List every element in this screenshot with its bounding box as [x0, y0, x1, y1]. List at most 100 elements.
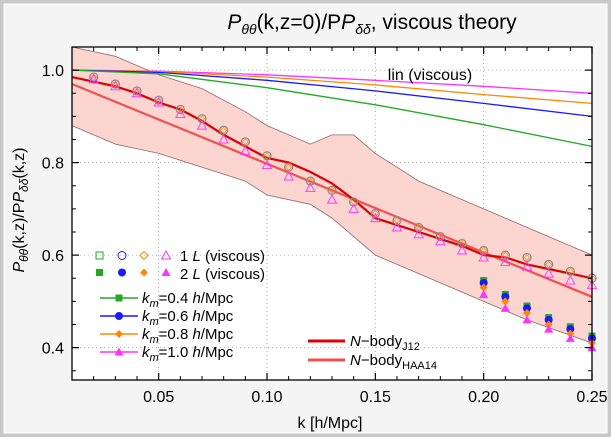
marker-2l-viscous: [305, 182, 316, 193]
marker-1l-viscous-inner: [241, 138, 249, 146]
marker-km-1.0: [479, 289, 489, 298]
marker-1l-viscous: [500, 250, 510, 260]
legend-marker-circle: [115, 312, 123, 320]
legend-marker-diamond-open: [139, 250, 149, 261]
x-tick-label: 0.25: [576, 389, 607, 406]
marker-1l-viscous: [392, 215, 402, 226]
marker-km-0.6: [501, 292, 510, 301]
marker-1l-viscous-inner: [111, 80, 119, 88]
marker-2l-viscous: [283, 171, 294, 181]
marker-2l-viscous: [218, 134, 229, 144]
legend-marker-circle-open: [117, 251, 127, 260]
tick-labels: 0.05 0.10 0.15 0.20 0.25 0.4 0.6 0.8 1.0: [42, 63, 608, 406]
marker-1l-viscous-inner: [220, 126, 228, 134]
legend-entry-2l-viscous: 2 L (viscous): [96, 266, 265, 283]
legend-marker-diamond-filled: [140, 268, 148, 277]
marker-1l-viscous-inner: [263, 152, 271, 160]
marker-2l-viscous: [196, 120, 208, 130]
legend-entry-nbody-haa14: N−bodyHAA14: [308, 352, 437, 372]
marker-km-1.0: [522, 315, 532, 324]
marker-1l-viscous-inner: [133, 87, 141, 95]
y-tick-label: 0.8: [42, 156, 64, 173]
legend-entry-km-1.0: km=1.0 h/Mpc: [100, 344, 234, 364]
marker-2l-viscous: [261, 159, 273, 169]
legend-label-1l: 1 L (viscous): [180, 248, 265, 265]
marker-2l-viscous: [500, 256, 511, 267]
x-tick-label: 0.05: [143, 389, 174, 406]
marker-2l-viscous: [348, 203, 359, 213]
legend-marker-circle-filled: [118, 268, 126, 277]
legend-marker-diamond: [115, 330, 123, 338]
marker-2l-viscous: [391, 221, 403, 232]
marker-2l-viscous: [88, 73, 99, 84]
y-tick-label: 1.0: [42, 63, 64, 80]
lin-curve-2: [71, 69, 593, 118]
marker-2l-viscous: [110, 80, 121, 91]
x-tick-label: 0.10: [251, 389, 282, 406]
lin-curve-1: [71, 69, 593, 105]
axis-ticks: [72, 47, 593, 380]
marker-1l-viscous: [305, 176, 315, 186]
marker-1l-viscous: [457, 238, 467, 249]
nbody-haa14-line: [71, 82, 593, 298]
marker-1l-viscous: [349, 197, 359, 207]
marker-1l-viscous-inner: [328, 186, 336, 194]
marker-km-0.6: [523, 304, 531, 313]
legend-entry-1l-viscous: 1 L (viscous): [95, 248, 265, 265]
marker-1l-viscous-inner: [545, 260, 553, 268]
marker-2l-viscous: [131, 87, 143, 98]
marker-2l-viscous: [370, 212, 381, 223]
marker-km-0.6: [566, 325, 575, 334]
marker-km-0.6: [544, 315, 553, 324]
legend-entry-km-0.8: km=0.8 h/Mpc: [100, 326, 234, 346]
marker-2l-viscous: [565, 275, 576, 285]
x-tick-label: 0.20: [468, 389, 499, 406]
legend-label-km: km=0.6 h/Mpc: [142, 308, 234, 328]
lin-curve-3: [71, 69, 593, 148]
marker-km-0.8: [479, 283, 488, 292]
marker-km-0.8: [566, 329, 575, 338]
x-tick-label: 0.15: [360, 389, 391, 406]
marker-1l-viscous-inner: [371, 210, 379, 217]
marker-1l-viscous: [370, 208, 380, 219]
legend-entry-km-0.6: km=0.6 h/Mpc: [100, 308, 234, 328]
marker-1l-viscous-inner: [285, 163, 293, 171]
legend-marker-triangle: [114, 347, 124, 356]
marker-2l-viscous: [478, 252, 489, 262]
marker-1l-viscous-inner: [90, 73, 98, 81]
x-axis-label: k [h/Mpc]: [298, 415, 363, 432]
marker-km-1.0: [544, 324, 554, 333]
marker-1l-viscous: [89, 72, 99, 82]
marker-2l-viscous: [153, 97, 164, 107]
marker-2l-viscous: [435, 235, 446, 246]
marker-km-0.6: [479, 278, 488, 287]
legend-label-nbody-j12: N−bodyJ12: [350, 333, 420, 353]
marker-km-0.8: [501, 297, 510, 306]
legend-marker-square-open: [95, 251, 104, 260]
linear-curves: [71, 69, 593, 148]
legend-label-km: km=0.8 h/Mpc: [142, 326, 234, 346]
legend-marker-triangle-open: [160, 249, 172, 260]
legend-label-2l: 2 L (viscous): [180, 266, 265, 283]
legend-label-nbody-haa14: N−bodyHAA14: [350, 352, 437, 372]
marker-km-0.8: [523, 308, 531, 317]
legend-left: 1 L (viscous) 2 L (viscous) km=0.4 h/Mpc…: [95, 248, 265, 364]
marker-2l-viscous: [521, 261, 533, 271]
y-tick-label: 0.4: [42, 341, 64, 358]
marker-1l-viscous: [110, 79, 120, 89]
marker-2l-viscous: [326, 194, 338, 204]
marker-2l-viscous: [240, 145, 251, 156]
lin-viscous-annotation: lin (viscous): [388, 67, 472, 84]
marker-1l-viscous: [132, 86, 142, 96]
marker-km-0.8: [544, 320, 553, 329]
marker-1l-viscous-inner: [566, 267, 574, 275]
marker-1l-viscous-inner: [523, 253, 531, 261]
legend-entry-km-0.4: km=0.4 h/Mpc: [100, 290, 234, 310]
marker-2l-viscous: [175, 108, 186, 119]
marker-1l-viscous-inner: [176, 105, 184, 113]
marker-2l-viscous: [456, 245, 468, 255]
legend-entry-nbody-j12: N−bodyJ12: [308, 333, 420, 353]
marker-km-1.0: [565, 333, 575, 342]
